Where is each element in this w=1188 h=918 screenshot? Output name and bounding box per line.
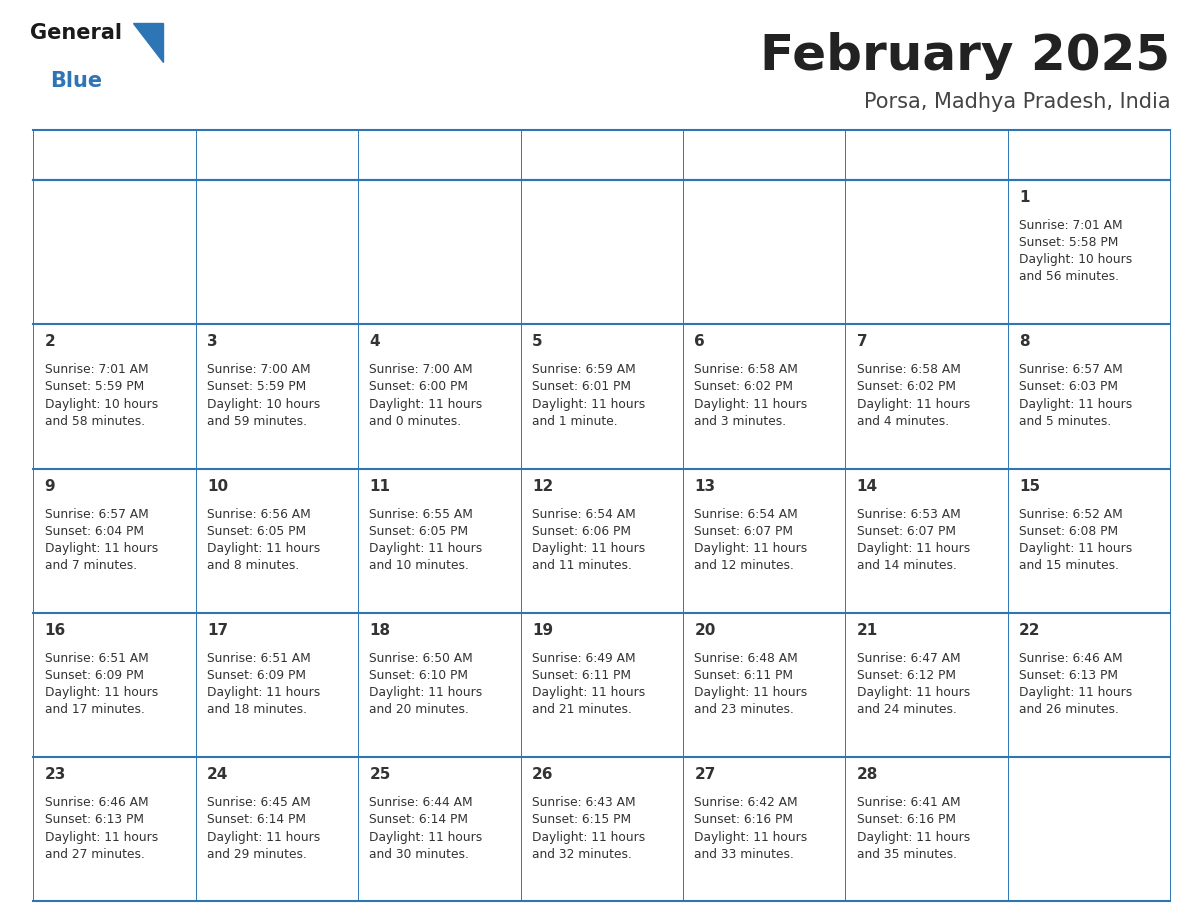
Text: Sunrise: 6:42 AM
Sunset: 6:16 PM
Daylight: 11 hours
and 33 minutes.: Sunrise: 6:42 AM Sunset: 6:16 PM Dayligh… — [694, 796, 808, 861]
Text: 12: 12 — [532, 478, 554, 494]
Text: 23: 23 — [45, 767, 67, 782]
Text: Monday: Monday — [207, 148, 272, 162]
Text: 19: 19 — [532, 623, 552, 638]
Text: Sunrise: 6:53 AM
Sunset: 6:07 PM
Daylight: 11 hours
and 14 minutes.: Sunrise: 6:53 AM Sunset: 6:07 PM Dayligh… — [857, 508, 969, 572]
Text: 20: 20 — [694, 623, 715, 638]
Text: 14: 14 — [857, 478, 878, 494]
Text: 21: 21 — [857, 623, 878, 638]
Text: 28: 28 — [857, 767, 878, 782]
Text: Friday: Friday — [857, 148, 908, 162]
Text: Sunrise: 7:01 AM
Sunset: 5:59 PM
Daylight: 10 hours
and 58 minutes.: Sunrise: 7:01 AM Sunset: 5:59 PM Dayligh… — [45, 364, 158, 428]
Text: Sunrise: 6:48 AM
Sunset: 6:11 PM
Daylight: 11 hours
and 23 minutes.: Sunrise: 6:48 AM Sunset: 6:11 PM Dayligh… — [694, 652, 808, 716]
Text: 7: 7 — [857, 334, 867, 350]
Text: 25: 25 — [369, 767, 391, 782]
Text: Sunrise: 6:58 AM
Sunset: 6:02 PM
Daylight: 11 hours
and 3 minutes.: Sunrise: 6:58 AM Sunset: 6:02 PM Dayligh… — [694, 364, 808, 428]
Text: Sunrise: 6:50 AM
Sunset: 6:10 PM
Daylight: 11 hours
and 20 minutes.: Sunrise: 6:50 AM Sunset: 6:10 PM Dayligh… — [369, 652, 482, 716]
Text: 3: 3 — [207, 334, 217, 350]
Text: 10: 10 — [207, 478, 228, 494]
Text: Sunrise: 6:54 AM
Sunset: 6:07 PM
Daylight: 11 hours
and 12 minutes.: Sunrise: 6:54 AM Sunset: 6:07 PM Dayligh… — [694, 508, 808, 572]
Text: Thursday: Thursday — [694, 148, 771, 162]
Text: 5: 5 — [532, 334, 543, 350]
Text: Sunrise: 6:51 AM
Sunset: 6:09 PM
Daylight: 11 hours
and 18 minutes.: Sunrise: 6:51 AM Sunset: 6:09 PM Dayligh… — [207, 652, 321, 716]
Text: 4: 4 — [369, 334, 380, 350]
Text: 2: 2 — [45, 334, 56, 350]
Text: Sunrise: 6:45 AM
Sunset: 6:14 PM
Daylight: 11 hours
and 29 minutes.: Sunrise: 6:45 AM Sunset: 6:14 PM Dayligh… — [207, 796, 321, 861]
Text: 8: 8 — [1019, 334, 1030, 350]
Text: 1: 1 — [1019, 190, 1030, 205]
Text: 26: 26 — [532, 767, 554, 782]
Text: Tuesday: Tuesday — [369, 148, 436, 162]
Text: General: General — [30, 23, 121, 43]
Polygon shape — [133, 23, 163, 62]
Text: Sunrise: 6:41 AM
Sunset: 6:16 PM
Daylight: 11 hours
and 35 minutes.: Sunrise: 6:41 AM Sunset: 6:16 PM Dayligh… — [857, 796, 969, 861]
Text: Sunrise: 6:57 AM
Sunset: 6:03 PM
Daylight: 11 hours
and 5 minutes.: Sunrise: 6:57 AM Sunset: 6:03 PM Dayligh… — [1019, 364, 1132, 428]
Text: Sunday: Sunday — [45, 148, 106, 162]
Text: Sunrise: 6:56 AM
Sunset: 6:05 PM
Daylight: 11 hours
and 8 minutes.: Sunrise: 6:56 AM Sunset: 6:05 PM Dayligh… — [207, 508, 321, 572]
Text: 16: 16 — [45, 623, 65, 638]
Text: 17: 17 — [207, 623, 228, 638]
Text: 15: 15 — [1019, 478, 1041, 494]
Text: 11: 11 — [369, 478, 391, 494]
Text: 24: 24 — [207, 767, 228, 782]
Text: 6: 6 — [694, 334, 704, 350]
Text: Blue: Blue — [50, 72, 102, 92]
Text: 22: 22 — [1019, 623, 1041, 638]
Text: Sunrise: 7:00 AM
Sunset: 6:00 PM
Daylight: 11 hours
and 0 minutes.: Sunrise: 7:00 AM Sunset: 6:00 PM Dayligh… — [369, 364, 482, 428]
Text: Saturday: Saturday — [1019, 148, 1094, 162]
Text: Sunrise: 6:46 AM
Sunset: 6:13 PM
Daylight: 11 hours
and 26 minutes.: Sunrise: 6:46 AM Sunset: 6:13 PM Dayligh… — [1019, 652, 1132, 716]
Text: February 2025: February 2025 — [760, 32, 1170, 80]
Text: Sunrise: 7:00 AM
Sunset: 5:59 PM
Daylight: 10 hours
and 59 minutes.: Sunrise: 7:00 AM Sunset: 5:59 PM Dayligh… — [207, 364, 321, 428]
Text: Sunrise: 6:43 AM
Sunset: 6:15 PM
Daylight: 11 hours
and 32 minutes.: Sunrise: 6:43 AM Sunset: 6:15 PM Dayligh… — [532, 796, 645, 861]
Text: Sunrise: 6:51 AM
Sunset: 6:09 PM
Daylight: 11 hours
and 17 minutes.: Sunrise: 6:51 AM Sunset: 6:09 PM Dayligh… — [45, 652, 158, 716]
Text: Sunrise: 6:54 AM
Sunset: 6:06 PM
Daylight: 11 hours
and 11 minutes.: Sunrise: 6:54 AM Sunset: 6:06 PM Dayligh… — [532, 508, 645, 572]
Text: 9: 9 — [45, 478, 56, 494]
Text: Sunrise: 6:49 AM
Sunset: 6:11 PM
Daylight: 11 hours
and 21 minutes.: Sunrise: 6:49 AM Sunset: 6:11 PM Dayligh… — [532, 652, 645, 716]
Text: Porsa, Madhya Pradesh, India: Porsa, Madhya Pradesh, India — [864, 92, 1170, 112]
Text: 27: 27 — [694, 767, 715, 782]
Text: Sunrise: 7:01 AM
Sunset: 5:58 PM
Daylight: 10 hours
and 56 minutes.: Sunrise: 7:01 AM Sunset: 5:58 PM Dayligh… — [1019, 218, 1132, 284]
Text: Sunrise: 6:58 AM
Sunset: 6:02 PM
Daylight: 11 hours
and 4 minutes.: Sunrise: 6:58 AM Sunset: 6:02 PM Dayligh… — [857, 364, 969, 428]
Text: Sunrise: 6:57 AM
Sunset: 6:04 PM
Daylight: 11 hours
and 7 minutes.: Sunrise: 6:57 AM Sunset: 6:04 PM Dayligh… — [45, 508, 158, 572]
Text: Sunrise: 6:46 AM
Sunset: 6:13 PM
Daylight: 11 hours
and 27 minutes.: Sunrise: 6:46 AM Sunset: 6:13 PM Dayligh… — [45, 796, 158, 861]
Text: Sunrise: 6:59 AM
Sunset: 6:01 PM
Daylight: 11 hours
and 1 minute.: Sunrise: 6:59 AM Sunset: 6:01 PM Dayligh… — [532, 364, 645, 428]
Text: Sunrise: 6:47 AM
Sunset: 6:12 PM
Daylight: 11 hours
and 24 minutes.: Sunrise: 6:47 AM Sunset: 6:12 PM Dayligh… — [857, 652, 969, 716]
Text: Wednesday: Wednesday — [532, 148, 626, 162]
Text: 13: 13 — [694, 478, 715, 494]
Text: Sunrise: 6:55 AM
Sunset: 6:05 PM
Daylight: 11 hours
and 10 minutes.: Sunrise: 6:55 AM Sunset: 6:05 PM Dayligh… — [369, 508, 482, 572]
Text: 18: 18 — [369, 623, 391, 638]
Text: Sunrise: 6:52 AM
Sunset: 6:08 PM
Daylight: 11 hours
and 15 minutes.: Sunrise: 6:52 AM Sunset: 6:08 PM Dayligh… — [1019, 508, 1132, 572]
Text: Sunrise: 6:44 AM
Sunset: 6:14 PM
Daylight: 11 hours
and 30 minutes.: Sunrise: 6:44 AM Sunset: 6:14 PM Dayligh… — [369, 796, 482, 861]
